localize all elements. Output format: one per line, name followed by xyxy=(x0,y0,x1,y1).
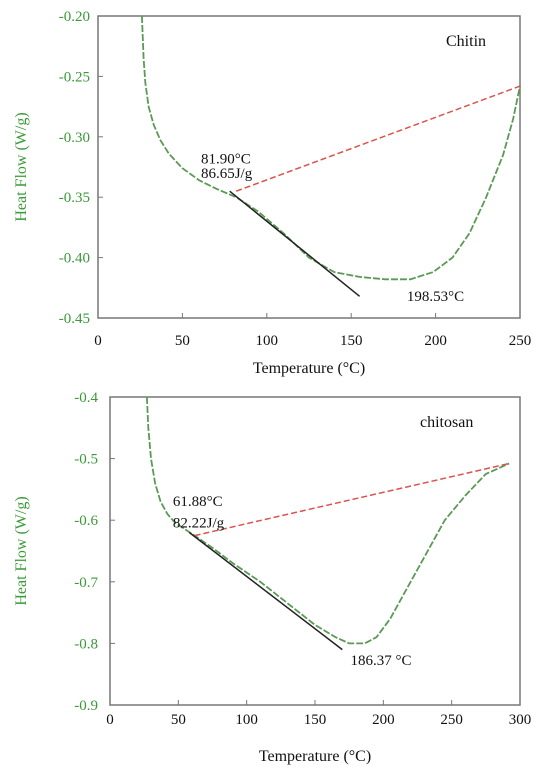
chitosan-y-tick-label: -0.7 xyxy=(74,575,98,591)
chitosan-y-tick-label: -0.5 xyxy=(74,452,98,468)
chitosan-x-tick-label: 200 xyxy=(372,712,395,728)
chitin-y-tick-label: -0.20 xyxy=(59,9,90,25)
chitin-x-tick-label: 50 xyxy=(175,333,190,349)
chitosan-x-tick-label: 50 xyxy=(171,712,186,728)
chitin-annotation: 81.90°C xyxy=(201,151,251,167)
chitin-y-tick-label: -0.35 xyxy=(59,190,90,206)
chitosan-x-tick-label: 100 xyxy=(235,712,258,728)
chitosan-x-tick-label: 0 xyxy=(106,712,114,728)
chitosan-y-tick-label: -0.8 xyxy=(74,636,98,652)
chitin-x-tick-label: 100 xyxy=(256,333,279,349)
chitosan-y-tick-label: -0.6 xyxy=(74,513,98,529)
chitin-tangent-line xyxy=(229,190,361,297)
chitin-y-tick-label: -0.30 xyxy=(59,130,90,146)
chitin-chart: -0.20 -0.25 -0.30 -0.35 -0.40 -0.450 50 100 150 2… xyxy=(13,9,531,377)
chitosan-x-tick-label: 250 xyxy=(440,712,463,728)
chitosan-x-axis-label: Temperature (°C) xyxy=(259,748,371,765)
chitin-baseline-line xyxy=(235,85,521,192)
chitosan-x-tick-label: 150 xyxy=(304,712,327,728)
chitosan-tangent-line xyxy=(188,531,343,651)
chitin-x-tick-label: 0 xyxy=(94,333,102,349)
chitin-annotation: 86.65J/g xyxy=(201,166,253,182)
chitin-x-tick-label: 250 xyxy=(509,333,532,349)
chitin-y-tick-label: -0.45 xyxy=(59,311,90,327)
chitosan-curve-line xyxy=(146,396,510,645)
chitin-y-axis-label: Heat Flow (W/g) xyxy=(13,112,30,221)
chitosan-plot-frame xyxy=(109,396,521,706)
chitin-annotation: 198.53°C xyxy=(407,289,464,305)
chitosan-y-tick-label: -0.9 xyxy=(74,698,98,714)
chitin-curve-line xyxy=(141,15,521,281)
chitin-title: Chitin xyxy=(446,33,486,50)
chitin-y-tick-label: -0.40 xyxy=(59,251,90,267)
chitosan-y-tick-label: -0.4 xyxy=(74,390,98,406)
chitin-plot-frame xyxy=(97,15,521,319)
chitosan-x-tick-label: 300 xyxy=(509,712,532,728)
chitosan-annotation: 186.37 °C xyxy=(351,653,412,669)
chitin-x-tick-label: 150 xyxy=(340,333,363,349)
chitin-y-tick-label: -0.25 xyxy=(59,69,90,85)
chitin-x-tick-label: 200 xyxy=(424,333,447,349)
chitosan-title: chitosan xyxy=(420,414,473,431)
chitosan-y-axis-label: Heat Flow (W/g) xyxy=(13,496,30,605)
chitosan-chart: -0.4 -0.5 -0.6 -0.7 -0.8 -0.9 0 50 100 150 200 250 3… xyxy=(13,390,531,765)
chitosan-annotation: 82.22J/g xyxy=(173,516,225,532)
chitin-x-axis-label: Temperature (°C) xyxy=(253,360,365,377)
chitosan-annotation: 61.88°C xyxy=(173,494,223,510)
